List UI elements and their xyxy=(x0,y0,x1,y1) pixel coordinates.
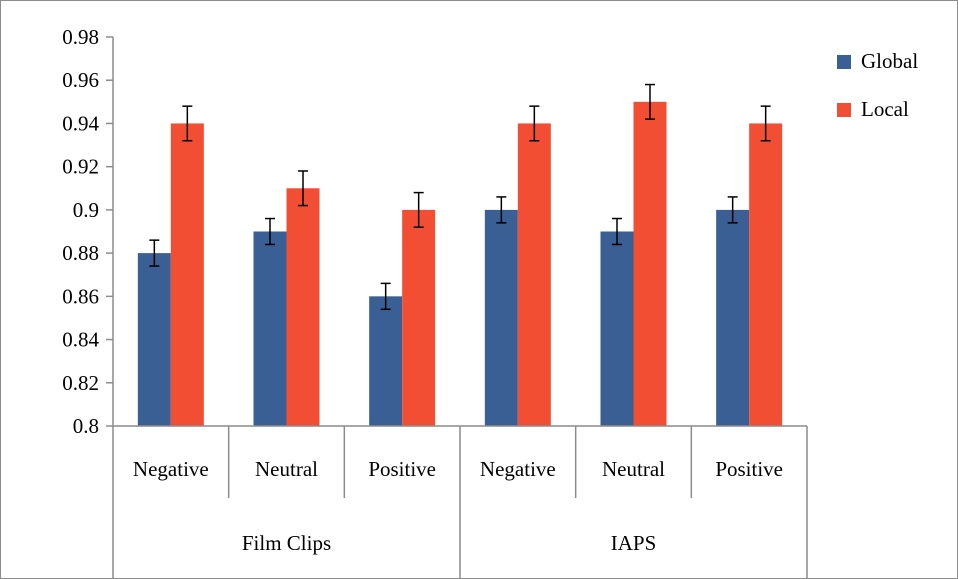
group-label: IAPS xyxy=(611,531,657,555)
bar-local xyxy=(749,123,783,426)
legend-swatch-global xyxy=(837,55,851,69)
category-label: Negative xyxy=(133,457,209,481)
bar-global xyxy=(253,231,287,426)
bar-global xyxy=(137,253,171,426)
legend-label-local: Local xyxy=(861,97,909,121)
x-axis: Negative Neutral Positive Negative Neutral Po… xyxy=(112,425,808,578)
y-tick-label: 0.86 xyxy=(62,284,99,308)
category-label: Negative xyxy=(480,457,556,481)
bar-local xyxy=(402,209,436,426)
bar-global xyxy=(369,296,403,426)
bars xyxy=(137,101,783,426)
legend-label-global: Global xyxy=(861,49,918,73)
bar-global xyxy=(716,209,750,426)
y-tick-label: 0.96 xyxy=(62,68,99,92)
bar-local xyxy=(170,123,204,426)
axes: 0.8 0.82 0.84 0.86 0.88 0.9 0.92 0.94 0.96 0.98 xyxy=(62,25,114,438)
y-tick-label: 0.88 xyxy=(62,241,99,265)
legend-swatch-local xyxy=(837,103,851,117)
category-label: Positive xyxy=(715,457,783,481)
bar-local xyxy=(517,123,551,426)
group-label: Film Clips xyxy=(242,531,331,555)
y-tick-label: 0.98 xyxy=(62,25,99,49)
category-label: Positive xyxy=(368,457,436,481)
bar-global xyxy=(600,231,634,426)
bar-local xyxy=(286,188,320,426)
y-tick-label: 0.84 xyxy=(62,328,99,352)
y-tick-label: 0.94 xyxy=(62,111,99,135)
bar-local xyxy=(633,101,667,426)
category-label: Neutral xyxy=(602,457,665,481)
legend: Global Local xyxy=(837,49,918,121)
error-bars xyxy=(149,83,771,311)
y-tick-label: 0.92 xyxy=(62,155,99,179)
y-tick-label: 0.9 xyxy=(73,198,99,222)
y-tick-label: 0.8 xyxy=(73,414,99,438)
bar-global xyxy=(484,209,518,426)
category-label: Neutral xyxy=(255,457,318,481)
y-tick-label: 0.82 xyxy=(62,371,99,395)
